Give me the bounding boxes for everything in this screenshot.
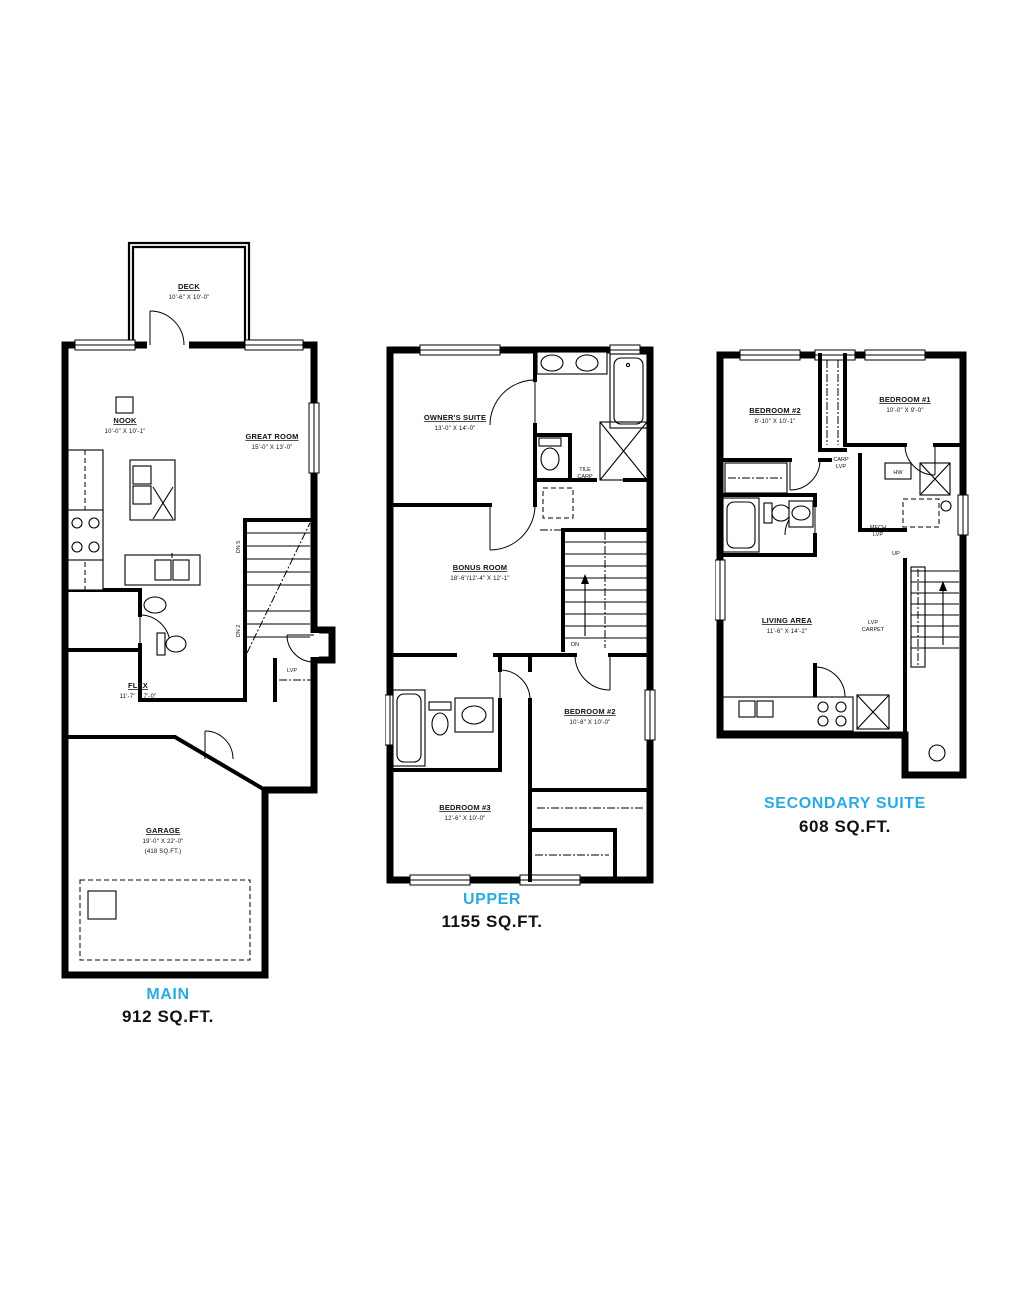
caption-secondary-suite: SECONDARY SUITE (764, 795, 926, 812)
upper-windows (385, 344, 656, 886)
stair-label-dn: DN (571, 642, 579, 648)
mech-label: MECH (870, 525, 886, 531)
main-exterior-wall (61, 341, 336, 979)
room-label-great-room: GREAT ROOM (245, 432, 298, 441)
room-dims-flex: 11'-7" X 7'-0" (120, 694, 157, 700)
room-label-flex: FLEX (128, 681, 148, 690)
floor-finish-label-lvp: LVP (287, 668, 297, 674)
deck-door (147, 310, 189, 352)
suite-stairs: UP (892, 551, 959, 668)
mech-lvp-label: LVP (873, 532, 883, 538)
front-door (286, 633, 319, 663)
room-dims-bonus-room: 18'-6"/12'-4" X 12'-1" (450, 576, 509, 582)
kitchen-island (129, 459, 176, 521)
upper-stairs: DN (563, 532, 650, 648)
garage-door (204, 730, 234, 760)
hw-tank-label: HW (893, 470, 903, 476)
room-label-living-area: LIVING AREA (762, 616, 813, 625)
garage-stall (79, 879, 251, 961)
ensuite-vanity (536, 351, 608, 375)
bedroom-closets (724, 360, 839, 494)
suite-interior-walls (718, 353, 965, 737)
bathtub-symbol-suite (722, 497, 760, 553)
bathtub-symbol-mainbath (392, 689, 426, 767)
room-label-garage: GARAGE (146, 826, 180, 835)
finish-label-lvp-suite: LVP (836, 464, 846, 470)
main-floor-plan: DN 5 DN 2 (61, 241, 336, 979)
room-label-owners-suite: OWNER'S SUITE (424, 413, 486, 422)
toilet-symbol-ensuite (538, 437, 562, 471)
suite-exterior-wall (716, 351, 967, 779)
room-dims-owners-suite: 13'-0" X 14'-0" (435, 426, 476, 432)
upper-interior-walls (388, 348, 652, 882)
room-dims-living-area: 11'-6" X 14'-2" (767, 629, 807, 635)
shower-symbol-ensuite (599, 421, 648, 481)
room-label-upper-bedroom2: BEDROOM #2 (564, 707, 616, 716)
kitchen-sink (124, 553, 201, 586)
vanity-suite (788, 500, 814, 528)
main-stairs: DN 5 DN 2 (236, 522, 311, 654)
sqft-upper: 1155 SQ.FT. (441, 912, 543, 931)
room-dims-garage: 19'-0" X 22'-0" (143, 839, 184, 845)
stair-label-dn2: DN 2 (236, 625, 242, 638)
stove-symbol (67, 509, 104, 561)
nook-column (115, 396, 134, 414)
toilet-symbol-main (156, 632, 187, 656)
room-dims-deck: 10'-6" X 10'-0" (169, 295, 210, 301)
caption-upper: UPPER (462, 891, 522, 908)
upper-exterior-wall (386, 346, 654, 884)
room-note-garage: (418 SQ.FT.) (145, 849, 182, 855)
room-dims-suite-bedroom1: 10'-0" X 9'-0" (886, 408, 923, 414)
finish-label-tile: TILE (579, 467, 591, 473)
caption-main: MAIN (146, 986, 190, 1003)
deck-outline (127, 241, 251, 347)
vanity-mainbath (454, 697, 494, 733)
suite-kitchen (722, 694, 890, 732)
room-label-nook: NOOK (113, 416, 137, 425)
room-label-suite-bedroom1: BEDROOM #1 (879, 395, 931, 404)
main-windows (74, 339, 320, 474)
mech-room: HW (884, 462, 952, 528)
room-dims-suite-bedroom2: 8'-10" X 10'-1" (755, 419, 796, 425)
room-dims-bedroom3: 12'-6" X 10'-0" (445, 816, 486, 822)
upper-doors (489, 379, 611, 701)
finish-label-carp-suite: CARP (833, 457, 849, 463)
sqft-main: 912 SQ.FT. (122, 1007, 214, 1026)
room-dims-upper-bedroom2: 10'-8" X 10'-0" (570, 720, 611, 726)
stair-label-dn5: DN 5 (236, 541, 242, 554)
room-label-deck: DECK (178, 282, 200, 291)
toilet-symbol-mainbath (428, 701, 452, 736)
finish-label-carp: CARP (577, 474, 593, 480)
toilet-symbol-suite (763, 502, 791, 524)
walk-in-closet (540, 487, 645, 531)
room-dims-nook: 10'-0" X 10'-1" (105, 429, 146, 435)
living-lvp-label: LVP (868, 620, 878, 626)
secondary-suite-plan: HW UP (715, 349, 969, 779)
porch-post (928, 744, 946, 762)
living-carpet-label: CARPET (862, 627, 885, 633)
bathtub-symbol-ensuite (609, 353, 648, 429)
room-label-bedroom3: BEDROOM #3 (439, 803, 491, 812)
room-dims-great-room: 15'-0" X 13'-0" (252, 445, 293, 451)
room-label-suite-bedroom2: BEDROOM #2 (749, 406, 801, 415)
stair-label-up: UP (892, 551, 900, 557)
powder-sink (143, 596, 167, 614)
upper-floor-plan: DN OWNER'S SUITE 13'-0" X 14'-0" BONUS R… (385, 344, 656, 886)
suite-windows (715, 349, 969, 621)
room-label-bonus-room: BONUS ROOM (453, 563, 508, 572)
sqft-secondary-suite: 608 SQ.FT. (799, 817, 891, 836)
